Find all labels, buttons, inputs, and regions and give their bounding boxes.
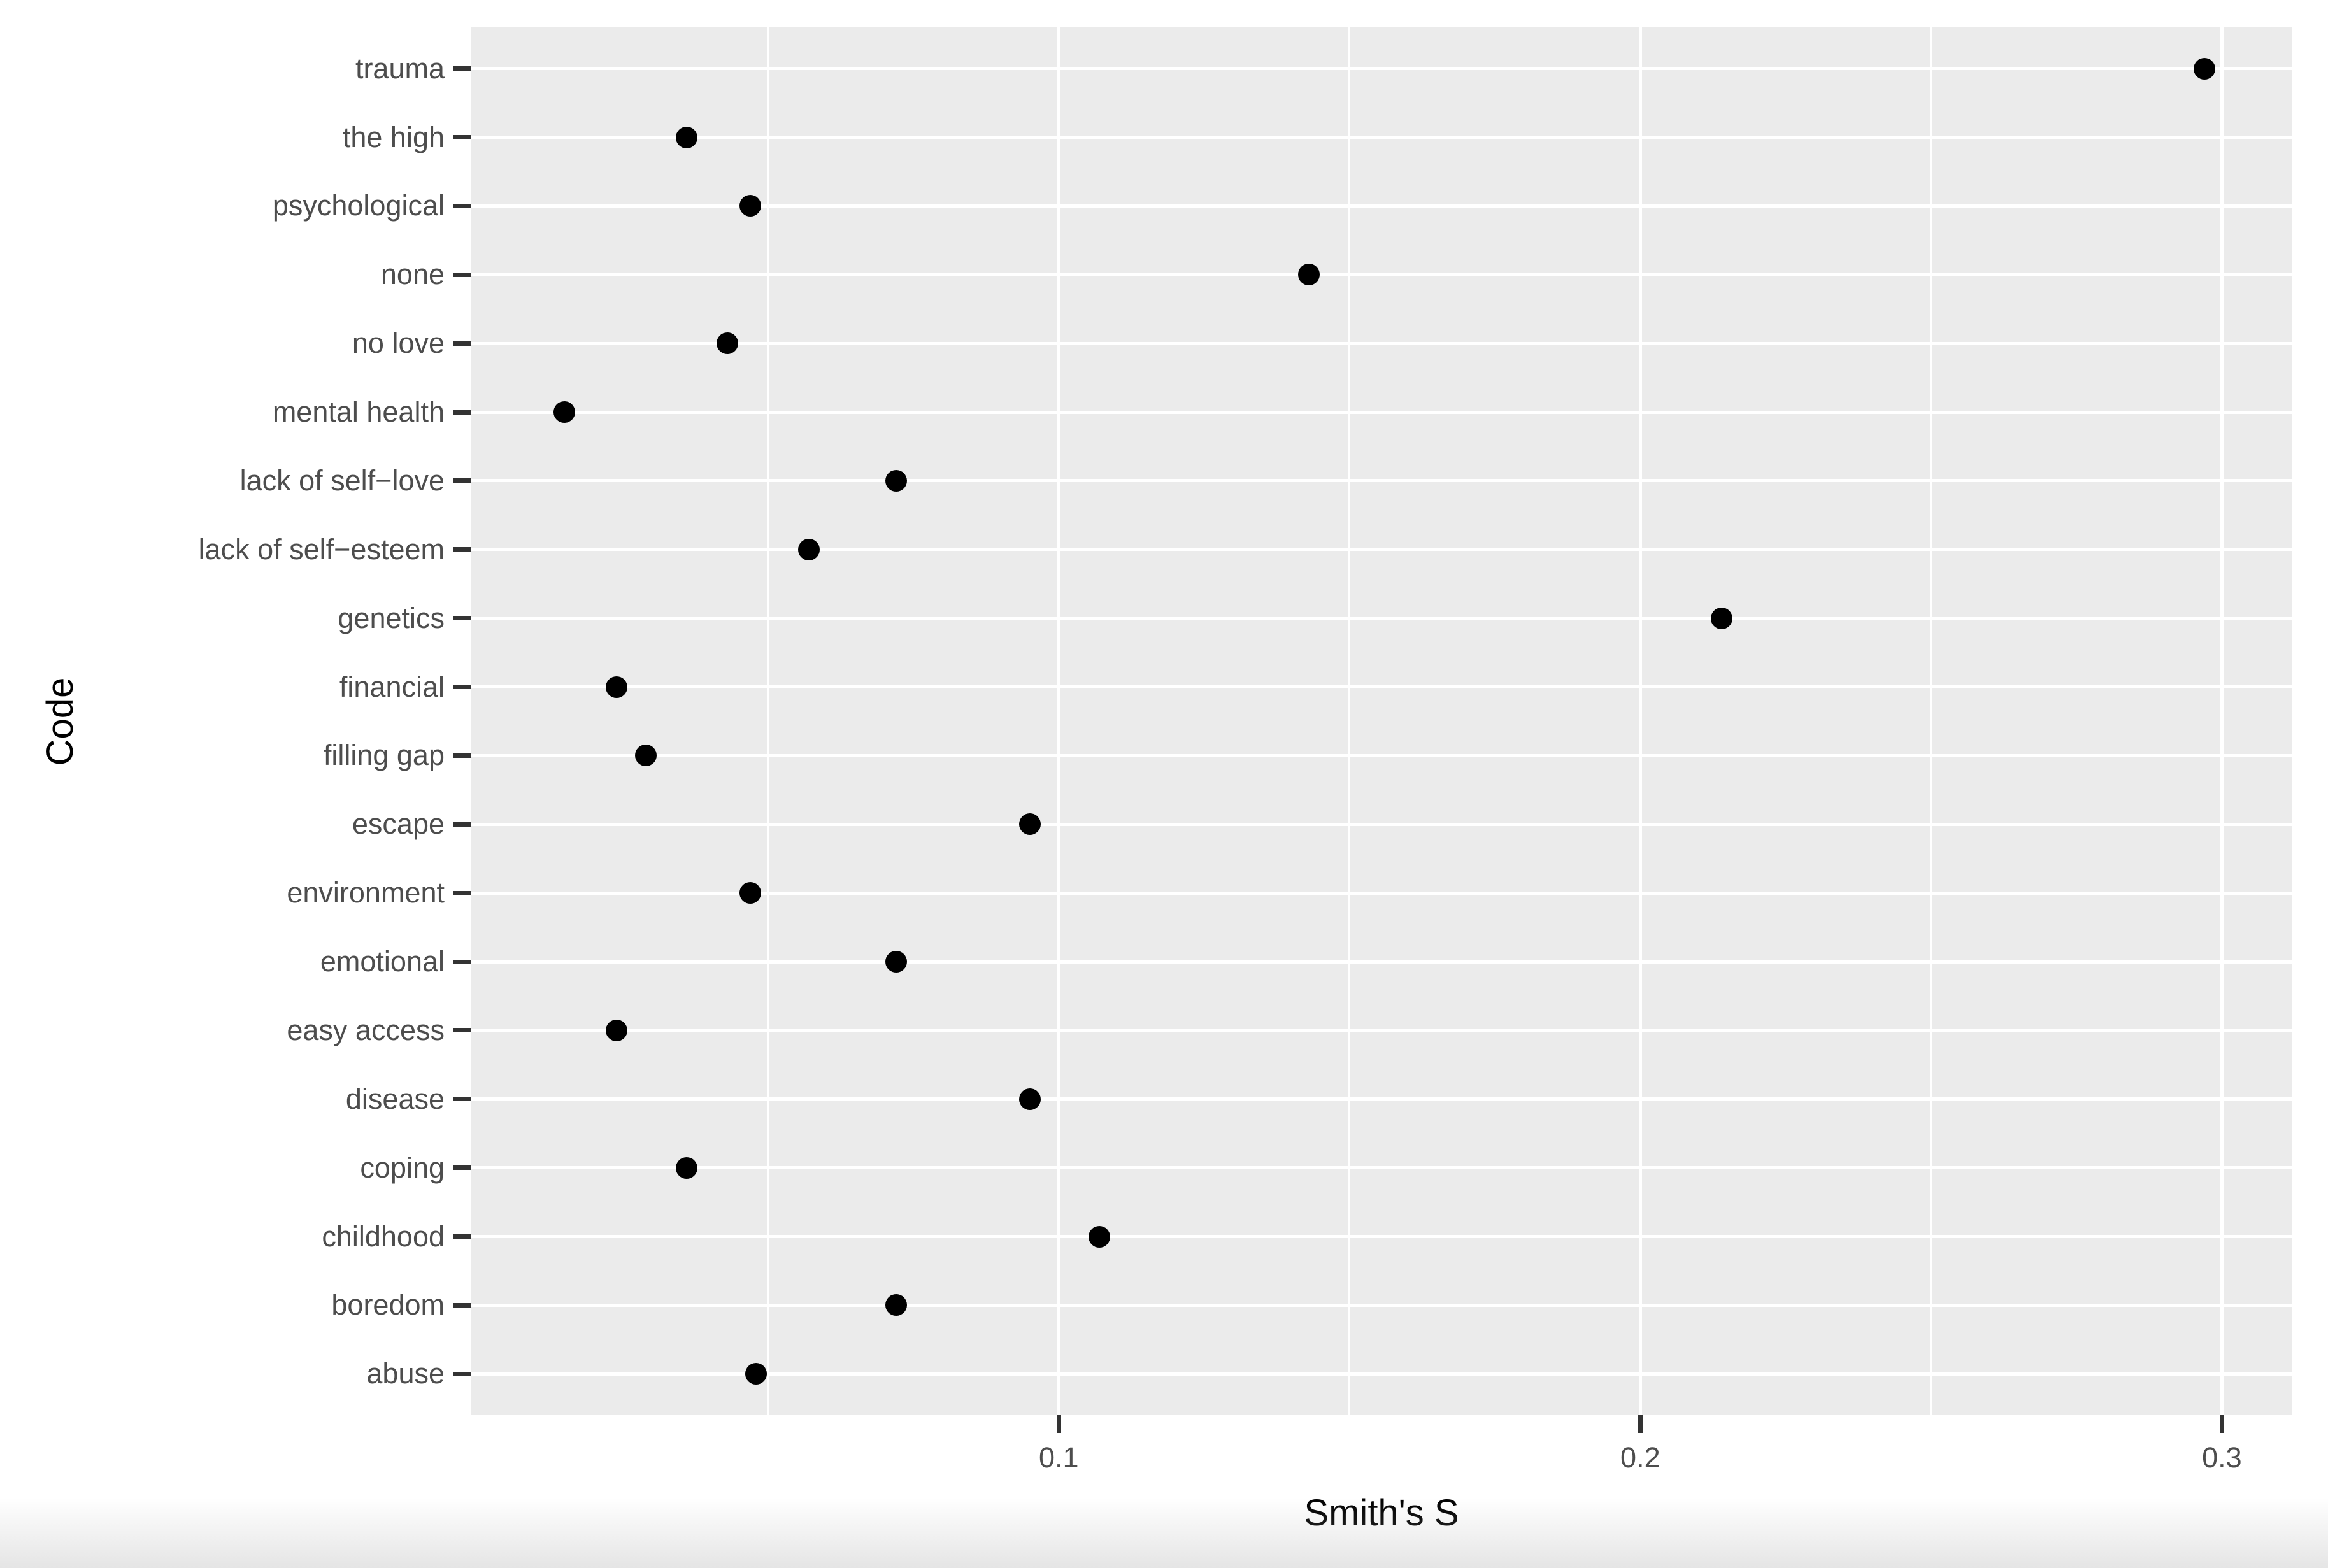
data-point xyxy=(885,1294,907,1316)
y-tick-label: psychological xyxy=(272,189,445,222)
y-axis-tick xyxy=(453,1097,471,1102)
y-tick-label: childhood xyxy=(322,1220,445,1253)
y-tick-label: easy access xyxy=(287,1013,445,1046)
y-axis-tick xyxy=(453,890,471,895)
y-tick-label: the high xyxy=(342,120,445,153)
category-gridline xyxy=(471,1097,2292,1101)
y-tick-label: disease xyxy=(345,1082,445,1115)
category-gridline xyxy=(471,960,2292,964)
category-gridline xyxy=(471,204,2292,208)
y-tick-label: financial xyxy=(339,670,445,703)
y-axis-tick xyxy=(453,1371,471,1376)
data-point xyxy=(1297,264,1320,286)
y-axis-tick xyxy=(453,410,471,415)
category-gridline xyxy=(471,1029,2292,1032)
y-axis-tick xyxy=(453,685,471,690)
y-axis-tick xyxy=(453,959,471,964)
y-axis-tick xyxy=(453,135,471,140)
x-axis-tick xyxy=(1056,1415,1061,1433)
category-gridline xyxy=(471,1235,2292,1239)
x-tick-label: 0.3 xyxy=(2202,1441,2242,1474)
data-point xyxy=(1711,607,1733,629)
y-tick-label: no love xyxy=(352,327,445,360)
data-point xyxy=(1089,1225,1111,1248)
category-gridline xyxy=(471,617,2292,620)
data-point xyxy=(885,469,907,492)
y-axis-tick xyxy=(453,1302,471,1308)
data-point xyxy=(739,195,762,217)
y-tick-label: mental health xyxy=(272,396,445,429)
category-gridline xyxy=(471,1372,2292,1376)
y-tick-label: abuse xyxy=(366,1357,445,1390)
y-axis-tick xyxy=(453,341,471,346)
x-tick-label: 0.2 xyxy=(1620,1441,1660,1474)
y-axis-tick xyxy=(453,272,471,277)
y-tick-label: lack of self−esteem xyxy=(198,532,445,566)
category-gridline xyxy=(471,753,2292,757)
major-vertical-gridline xyxy=(1638,27,1642,1415)
category-gridline xyxy=(471,548,2292,552)
y-tick-label: filling gap xyxy=(323,739,445,772)
y-tick-label: none xyxy=(380,258,445,291)
category-gridline xyxy=(471,410,2292,414)
category-gridline xyxy=(471,341,2292,345)
y-tick-label: trauma xyxy=(355,52,445,85)
category-gridline xyxy=(471,685,2292,689)
y-tick-label: boredom xyxy=(331,1288,445,1322)
category-gridline xyxy=(471,273,2292,276)
y-axis-tick xyxy=(453,478,471,483)
y-axis-tick xyxy=(453,66,471,71)
category-gridline xyxy=(471,479,2292,483)
y-tick-label: emotional xyxy=(320,945,445,978)
y-axis-tick xyxy=(453,1165,471,1171)
category-gridline xyxy=(471,822,2292,826)
y-axis-tick xyxy=(453,1234,471,1239)
data-point xyxy=(1018,1088,1041,1110)
data-point xyxy=(606,676,628,698)
y-axis-tick xyxy=(453,753,471,758)
data-point xyxy=(1018,813,1041,836)
y-axis-tick xyxy=(453,547,471,552)
data-point xyxy=(2194,57,2216,80)
y-axis-title: Code xyxy=(39,677,81,766)
data-point xyxy=(675,1157,697,1179)
data-point xyxy=(797,538,820,560)
y-tick-label: escape xyxy=(352,808,445,841)
bottom-fade-gradient xyxy=(0,1498,2328,1568)
data-point xyxy=(606,1019,628,1041)
data-point xyxy=(675,126,697,148)
y-tick-label: environment xyxy=(287,876,445,909)
minor-vertical-gridline xyxy=(767,27,769,1415)
data-point xyxy=(553,401,576,424)
y-tick-label: genetics xyxy=(338,601,445,634)
major-vertical-gridline xyxy=(2220,27,2224,1415)
category-gridline xyxy=(471,1303,2292,1307)
data-point xyxy=(745,1363,768,1385)
data-point xyxy=(634,745,657,767)
category-gridline xyxy=(471,1166,2292,1170)
major-vertical-gridline xyxy=(1057,27,1060,1415)
data-point xyxy=(885,951,907,973)
x-axis-tick xyxy=(1638,1415,1643,1433)
y-axis-tick xyxy=(453,1028,471,1033)
y-axis-tick xyxy=(453,203,471,208)
y-axis-tick xyxy=(453,616,471,621)
y-tick-label: lack of self−love xyxy=(239,464,445,497)
x-tick-label: 0.1 xyxy=(1038,1441,1079,1474)
x-axis-tick xyxy=(2219,1415,2224,1433)
minor-vertical-gridline xyxy=(1348,27,1351,1415)
minor-vertical-gridline xyxy=(1930,27,1932,1415)
x-axis-title: Smith's S xyxy=(1304,1492,1459,1534)
data-point xyxy=(716,332,738,355)
data-point xyxy=(739,882,762,904)
y-axis-tick xyxy=(453,822,471,827)
category-gridline xyxy=(471,136,2292,139)
category-gridline xyxy=(471,67,2292,71)
plot-panel xyxy=(471,27,2292,1415)
category-gridline xyxy=(471,891,2292,895)
y-tick-label: coping xyxy=(360,1151,445,1184)
